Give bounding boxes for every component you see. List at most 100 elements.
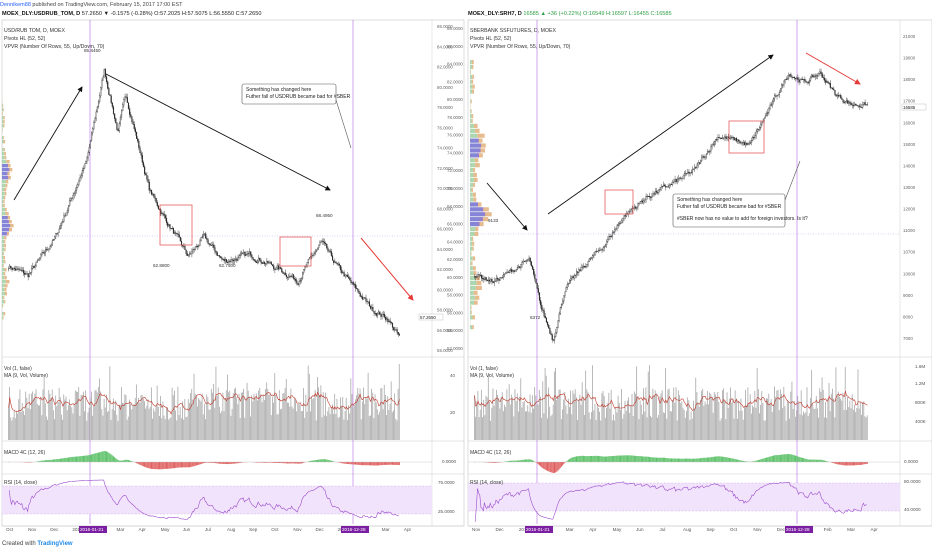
author-link[interactable]: Dennikem88 (0, 2, 31, 8)
right-macd-bar-122 (615, 455, 617, 462)
left-vol-bar-242 (287, 402, 288, 440)
right-candle-body-181 (683, 173, 685, 177)
left-down-arrow[interactable] (105, 73, 331, 191)
left-macd-bar-183 (218, 462, 221, 464)
left-macd-bar-113 (138, 462, 140, 465)
right-up-arrow-2[interactable] (547, 54, 774, 215)
right-macd-bar-100 (589, 455, 591, 462)
left-callout[interactable]: Something has changed here Futher fall o… (241, 83, 352, 149)
left-macd-bar-126 (153, 462, 155, 470)
right-red-arrow[interactable] (805, 52, 861, 85)
right-vol-bar-89 (577, 420, 578, 440)
right-vp-up-20 (470, 158, 475, 163)
left-vp-up-37 (2, 248, 5, 252)
right-callout[interactable]: Something has changed here Futher fall o… (672, 160, 808, 228)
left-vol-bar-190 (227, 374, 228, 440)
right-candle-body-337 (864, 102, 866, 106)
right-macd-bar-62 (545, 462, 547, 471)
left-macd-bar-303 (357, 462, 359, 465)
left-rsi-line (8, 479, 399, 521)
left-box-1[interactable] (159, 204, 193, 246)
left-vol-bar-255 (302, 411, 303, 440)
right-symbol[interactable]: MOEX_DLY:SRH7, D (468, 11, 522, 17)
left-vol-bar-217 (258, 390, 259, 440)
left-macd-bar-75 (94, 453, 96, 462)
right-candle-body-105 (595, 250, 597, 253)
right-macd-bar-324 (849, 462, 851, 466)
right-vp-up-1 (470, 64, 472, 70)
left-legend-2: Pivots HL (52, 52) (4, 36, 46, 42)
left-candle-body-69 (87, 152, 89, 159)
right-macd-bar-277 (794, 455, 797, 462)
right-candle-body-56 (538, 292, 541, 301)
right-vol-bar-161 (660, 393, 662, 440)
right-macd-bar-276 (793, 455, 795, 462)
left-vol-bar-150 (180, 418, 182, 440)
right-candle-body-238 (749, 142, 751, 144)
tradingview-logo-text[interactable]: TradingView (37, 541, 73, 547)
left-macd-bar-19 (29, 462, 31, 463)
left-vp-down-31 (8, 224, 14, 228)
left-vp-down-25 (3, 200, 5, 204)
left-macd-bar-288 (340, 462, 342, 463)
right-macd-bar-187 (690, 458, 692, 462)
right-candle-body-240 (752, 137, 754, 141)
right-macd-bar-151 (648, 456, 651, 462)
right-time-tick-10: Sep (706, 527, 715, 532)
left-candle-body-99 (122, 104, 124, 111)
right-vol-bar-324 (849, 400, 851, 440)
left-box-2[interactable] (279, 236, 312, 267)
right-macd-bar-332 (858, 462, 860, 465)
left-candle-body-252 (298, 281, 300, 285)
right-macd-bar-294 (814, 459, 816, 462)
left-vol-bar-294 (346, 420, 348, 440)
left-vol-bar-292 (344, 410, 346, 440)
left-candle-body-181 (216, 252, 218, 256)
right-vol-bar-146 (643, 388, 644, 440)
left-macd-bar-39 (52, 459, 55, 462)
right-vol-bar-289 (808, 413, 810, 440)
right-macd-bar-42 (522, 459, 524, 462)
left-macd-bar-248 (293, 462, 295, 464)
left-candle-body-141 (170, 228, 172, 230)
right-macd-bar-258 (772, 455, 775, 462)
left-macd-bar-279 (329, 460, 331, 462)
right-macd-bar-246 (759, 459, 761, 462)
right-box-2[interactable] (728, 120, 765, 154)
right-vol-bar-247 (760, 404, 762, 440)
right-up-arrow-1[interactable] (486, 182, 528, 231)
right-macd-bar-186 (689, 458, 691, 462)
right-candle-body-91 (579, 269, 581, 271)
left-vol-bar-165 (198, 398, 200, 440)
right-macd-bar-280 (798, 456, 800, 462)
left-vol-bar-327 (385, 394, 386, 440)
left-candle-body-174 (208, 243, 210, 245)
right-candle-body-268 (784, 79, 786, 82)
left-candle-body-60 (77, 184, 79, 188)
left-vol-bar-168 (201, 393, 203, 440)
right-vol-bar-120 (613, 414, 614, 440)
right-candle-body-232 (742, 142, 744, 144)
right-macd-bar-217 (725, 457, 727, 462)
right-box-1[interactable] (604, 189, 634, 215)
left-macd-bar-94 (116, 459, 118, 462)
left-candle-body-130 (157, 205, 160, 210)
left-symbol[interactable]: MOEX_DLY:USDRUB_TOM, D (2, 11, 81, 17)
right-macd-bar-303 (825, 460, 827, 462)
right-vol-bar-256 (770, 399, 772, 440)
left-candle-body-41 (55, 233, 57, 237)
left-up-arrow[interactable] (13, 86, 83, 201)
right-time-tick-9: Aug (683, 527, 692, 532)
left-peak-label: 85.8450 (84, 48, 101, 53)
right-macd-bar-49 (530, 459, 532, 462)
right-vol-bar-40 (520, 378, 522, 440)
left-macd-bar-197 (235, 462, 237, 464)
right-macd-bar-111 (602, 456, 604, 462)
left-vol-bar-172 (206, 394, 208, 440)
right-vol-bar-18 (494, 398, 496, 440)
right-macd-bar-241 (753, 461, 755, 462)
left-candle-body-299 (352, 282, 354, 285)
left-red-arrow[interactable] (360, 237, 414, 301)
left-vol-bar-225 (267, 388, 269, 440)
